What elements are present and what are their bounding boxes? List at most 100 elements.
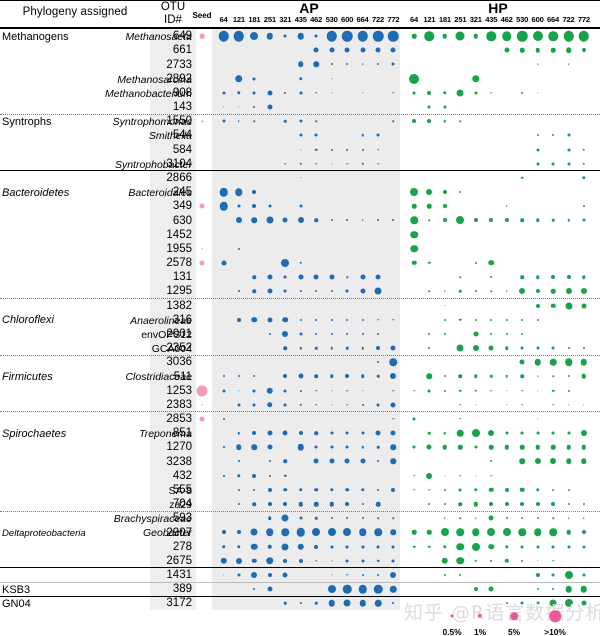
bubble-hp-2352-d435 bbox=[488, 345, 494, 351]
bubble-hp-2383-d722 bbox=[567, 404, 570, 406]
bubble-hp-2675-d435 bbox=[490, 559, 493, 562]
bubble-hp-511-d435 bbox=[490, 375, 493, 378]
bubble-hp-511-d722 bbox=[567, 375, 570, 378]
bubble-ap-555-d181 bbox=[253, 488, 256, 491]
bubble-hp-704-d435 bbox=[489, 502, 494, 507]
bubble-hp-316-d600 bbox=[536, 318, 539, 321]
bubble-hp-593-d321 bbox=[475, 517, 477, 519]
bubble-ap-704-d664 bbox=[361, 503, 364, 506]
bubble-hp-1431-d722 bbox=[564, 570, 573, 579]
taxon-label-smithella: Smithella bbox=[148, 130, 192, 143]
bubble-ap-131-d722 bbox=[375, 274, 381, 280]
bubble-hp-3238-d664 bbox=[550, 458, 557, 465]
bubble-hp-1550-d121 bbox=[427, 119, 432, 124]
tick-label-ap-64: 64 bbox=[219, 15, 228, 24]
bubble-ap-316-d462 bbox=[315, 318, 318, 321]
bubble-ap-278-d462 bbox=[314, 544, 319, 549]
bubble-hp-511-d181 bbox=[443, 375, 446, 378]
bubble-seed-2853 bbox=[199, 416, 205, 422]
otu-id-649: 649 bbox=[172, 30, 192, 43]
bubble-ap-1550-d321 bbox=[284, 119, 287, 123]
bubble-ap-316-d435 bbox=[299, 318, 302, 321]
bubble-hp-2383-d530 bbox=[521, 404, 523, 406]
bubble-ap-2733-d772 bbox=[391, 62, 395, 66]
bubble-ap-2675-d462 bbox=[315, 560, 317, 562]
bubble-ap-2383-d664 bbox=[361, 403, 364, 406]
bubble-ap-1253-d321 bbox=[283, 389, 287, 393]
bubble-ap-2383-d251 bbox=[267, 402, 273, 408]
bubble-ap-1431-d664 bbox=[361, 573, 364, 576]
otu-id-2892: 2892 bbox=[166, 72, 192, 85]
bubble-ap-649-d722 bbox=[372, 30, 384, 42]
otu-id-544: 544 bbox=[172, 129, 192, 142]
bubble-ap-131-d181 bbox=[252, 275, 257, 279]
bubble-ap-2675-d772 bbox=[391, 559, 395, 563]
tick-label-hp-530: 530 bbox=[516, 15, 529, 24]
bubble-hp-851-d664 bbox=[551, 431, 555, 435]
tick-label-hp-435: 435 bbox=[485, 15, 498, 24]
taxon-label-anaerolineae: Anaerolineae bbox=[130, 314, 192, 327]
bubble-hp-278-d321 bbox=[471, 542, 480, 551]
bubble-ap-511-d530 bbox=[329, 374, 334, 379]
bubble-hp-432-d121 bbox=[426, 472, 433, 479]
rule-section-minor-3 bbox=[0, 411, 600, 413]
otu-id-3238: 3238 bbox=[166, 455, 192, 468]
bubble-hp-2866-d530 bbox=[520, 176, 524, 180]
taxon-label-envops12: envOPS12 bbox=[141, 328, 192, 341]
bubble-hp-278-d435 bbox=[488, 543, 494, 550]
bubble-hp-630-d181 bbox=[442, 218, 447, 223]
bubble-ap-2907-d181 bbox=[250, 528, 258, 536]
bubble-ap-1295-d251 bbox=[267, 288, 273, 294]
bubble-hp-349-d181 bbox=[442, 204, 447, 209]
bubble-ap-2383-d121 bbox=[237, 403, 241, 407]
bubble-ap-2001-d321 bbox=[282, 330, 289, 337]
bubble-hp-278-d251 bbox=[456, 542, 465, 551]
bubble-ap-1270-d64 bbox=[222, 446, 225, 449]
bubble-ap-851-d435 bbox=[298, 431, 303, 436]
bubble-ap-2578-d64 bbox=[221, 260, 226, 266]
taxon-label-syntrophobacter: Syntrophobacter bbox=[114, 158, 192, 171]
bubble-ap-1431-d251 bbox=[267, 572, 272, 577]
bubble-ap-1270-d530 bbox=[330, 445, 334, 449]
bubble-ap-661-d462 bbox=[313, 47, 319, 53]
bubble-hp-704-d121 bbox=[428, 503, 431, 506]
bubble-hp-1270-d772 bbox=[581, 445, 587, 450]
bubble-hp-908-d435 bbox=[490, 92, 492, 94]
bubble-hp-245-d121 bbox=[426, 189, 433, 196]
bubble-hp-2352-d321 bbox=[472, 345, 479, 352]
bubble-hp-584-d722 bbox=[567, 148, 570, 152]
bubble-ap-2001-d251 bbox=[268, 332, 271, 335]
bubble-hp-3238-d722 bbox=[565, 458, 572, 465]
otu-id-278: 278 bbox=[172, 540, 192, 553]
bubble-ap-1270-d722 bbox=[376, 446, 380, 449]
bubble-hp-1253-d181 bbox=[443, 389, 446, 392]
bubble-hp-2733-d600 bbox=[536, 63, 539, 66]
tick-label-hp-121: 121 bbox=[423, 15, 436, 24]
taxon-label-treponema: Treponema bbox=[139, 428, 192, 441]
bubble-ap-511-d64 bbox=[222, 375, 225, 378]
bubble-hp-131-d722 bbox=[566, 275, 571, 280]
bubble-hp-661-d462 bbox=[504, 47, 510, 53]
otu-id-630: 630 bbox=[172, 214, 192, 227]
bubble-hp-908-d121 bbox=[427, 90, 432, 95]
bubble-hp-2352-d722 bbox=[567, 347, 570, 350]
bubble-ap-2578-d321 bbox=[281, 258, 290, 267]
bubble-ap-3172-d462 bbox=[314, 602, 318, 605]
bubble-seed-1550 bbox=[201, 120, 203, 122]
bubble-ap-3104-d435 bbox=[299, 162, 302, 165]
bubble-hp-704-d722 bbox=[567, 503, 570, 506]
bubble-hp-3104-d772 bbox=[582, 162, 586, 165]
bubble-ap-1295-d121 bbox=[237, 290, 240, 293]
rule-bottom bbox=[0, 596, 600, 598]
bubble-hp-389-d321 bbox=[473, 587, 478, 592]
bubble-hp-3036-d664 bbox=[549, 358, 557, 366]
bubble-ap-3172-d530 bbox=[328, 600, 335, 607]
bubble-hp-3172-d530 bbox=[520, 601, 524, 605]
bubble-hp-1431-d181 bbox=[443, 573, 446, 576]
bubble-hp-704-d321 bbox=[473, 501, 479, 507]
tick-label-hp-321: 321 bbox=[469, 15, 482, 24]
bubble-ap-908-d121 bbox=[237, 91, 241, 95]
bubble-ap-245-d181 bbox=[252, 190, 257, 195]
bubble-ap-661-d600 bbox=[344, 47, 350, 53]
bubble-ap-1253-d600 bbox=[346, 389, 348, 392]
